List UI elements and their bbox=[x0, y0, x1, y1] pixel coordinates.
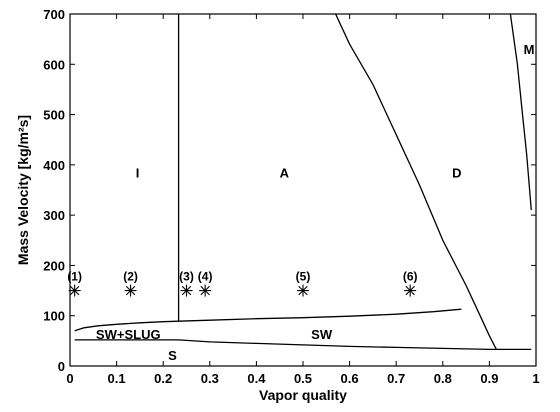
y-tick-label: 300 bbox=[43, 208, 65, 223]
y-axis-label: Mass Velocity [kg/m²s] bbox=[15, 115, 31, 265]
y-tick-label: 400 bbox=[43, 158, 65, 173]
region-label-d: D bbox=[452, 165, 461, 180]
boundary-slug-sw-s-sw-upper bbox=[74, 308, 462, 332]
x-tick-label: 0.4 bbox=[247, 371, 266, 386]
asterisk-marker-6 bbox=[404, 284, 417, 297]
asterisk-marker-1 bbox=[68, 284, 81, 297]
y-tick-label: 500 bbox=[43, 108, 65, 123]
y-tick-label: 700 bbox=[43, 7, 65, 22]
transition-boundaries bbox=[74, 13, 532, 351]
x-tick-label: 0.7 bbox=[387, 371, 405, 386]
point-label-3: (3) bbox=[179, 270, 194, 284]
boundary-a-d-transition bbox=[335, 13, 497, 350]
region-label-sw: SW bbox=[311, 327, 333, 342]
point-label-1: (1) bbox=[67, 270, 82, 284]
boundary-s-sw-lower bbox=[74, 339, 532, 351]
y-tick-label: 100 bbox=[43, 309, 65, 324]
point-label-5: (5) bbox=[296, 270, 311, 284]
plot-frame bbox=[69, 13, 537, 367]
x-tick-label: 0.3 bbox=[201, 371, 219, 386]
region-label-m: M bbox=[524, 42, 535, 57]
y-tick-label: 600 bbox=[43, 57, 65, 72]
x-tick-label: 0 bbox=[66, 371, 73, 386]
asterisk-marker-4 bbox=[199, 284, 212, 297]
point-label-4: (4) bbox=[198, 270, 213, 284]
asterisk-marker-5 bbox=[297, 284, 309, 297]
region-label-s: S bbox=[168, 348, 177, 363]
y-tick-label: 0 bbox=[58, 359, 65, 374]
region-label-a: A bbox=[280, 165, 290, 180]
point-label-2: (2) bbox=[123, 270, 138, 284]
test-condition-points: (1) (2) (3) (4) (5) (6) bbox=[67, 270, 418, 297]
point-label-6: (6) bbox=[403, 270, 418, 284]
flow-regime-labels: I A D M SW+SLUG SW S bbox=[96, 42, 535, 363]
y-axis-ticks: 0 100 200 300 400 500 600 700 bbox=[43, 7, 536, 374]
x-tick-label: 1 bbox=[532, 371, 539, 386]
asterisk-marker-2 bbox=[124, 284, 137, 297]
y-tick-label: 200 bbox=[43, 258, 65, 273]
x-tick-label: 0.9 bbox=[480, 371, 498, 386]
asterisk-marker-3 bbox=[180, 284, 193, 297]
x-tick-label: 0.8 bbox=[434, 371, 452, 386]
x-axis-label: Vapor quality bbox=[259, 387, 347, 403]
x-tick-label: 0.2 bbox=[154, 371, 172, 386]
x-axis-ticks: 0 0.1 0.2 0.3 0.4 0.5 0.6 0.7 0.8 0.9 1 bbox=[66, 14, 540, 386]
x-tick-label: 0.6 bbox=[341, 371, 359, 386]
region-label-i: I bbox=[136, 165, 140, 180]
region-label-sw-slug: SW+SLUG bbox=[96, 327, 161, 342]
boundary-d-m-transition bbox=[509, 13, 532, 211]
x-tick-label: 0.1 bbox=[108, 371, 126, 386]
x-tick-label: 0.5 bbox=[294, 371, 312, 386]
